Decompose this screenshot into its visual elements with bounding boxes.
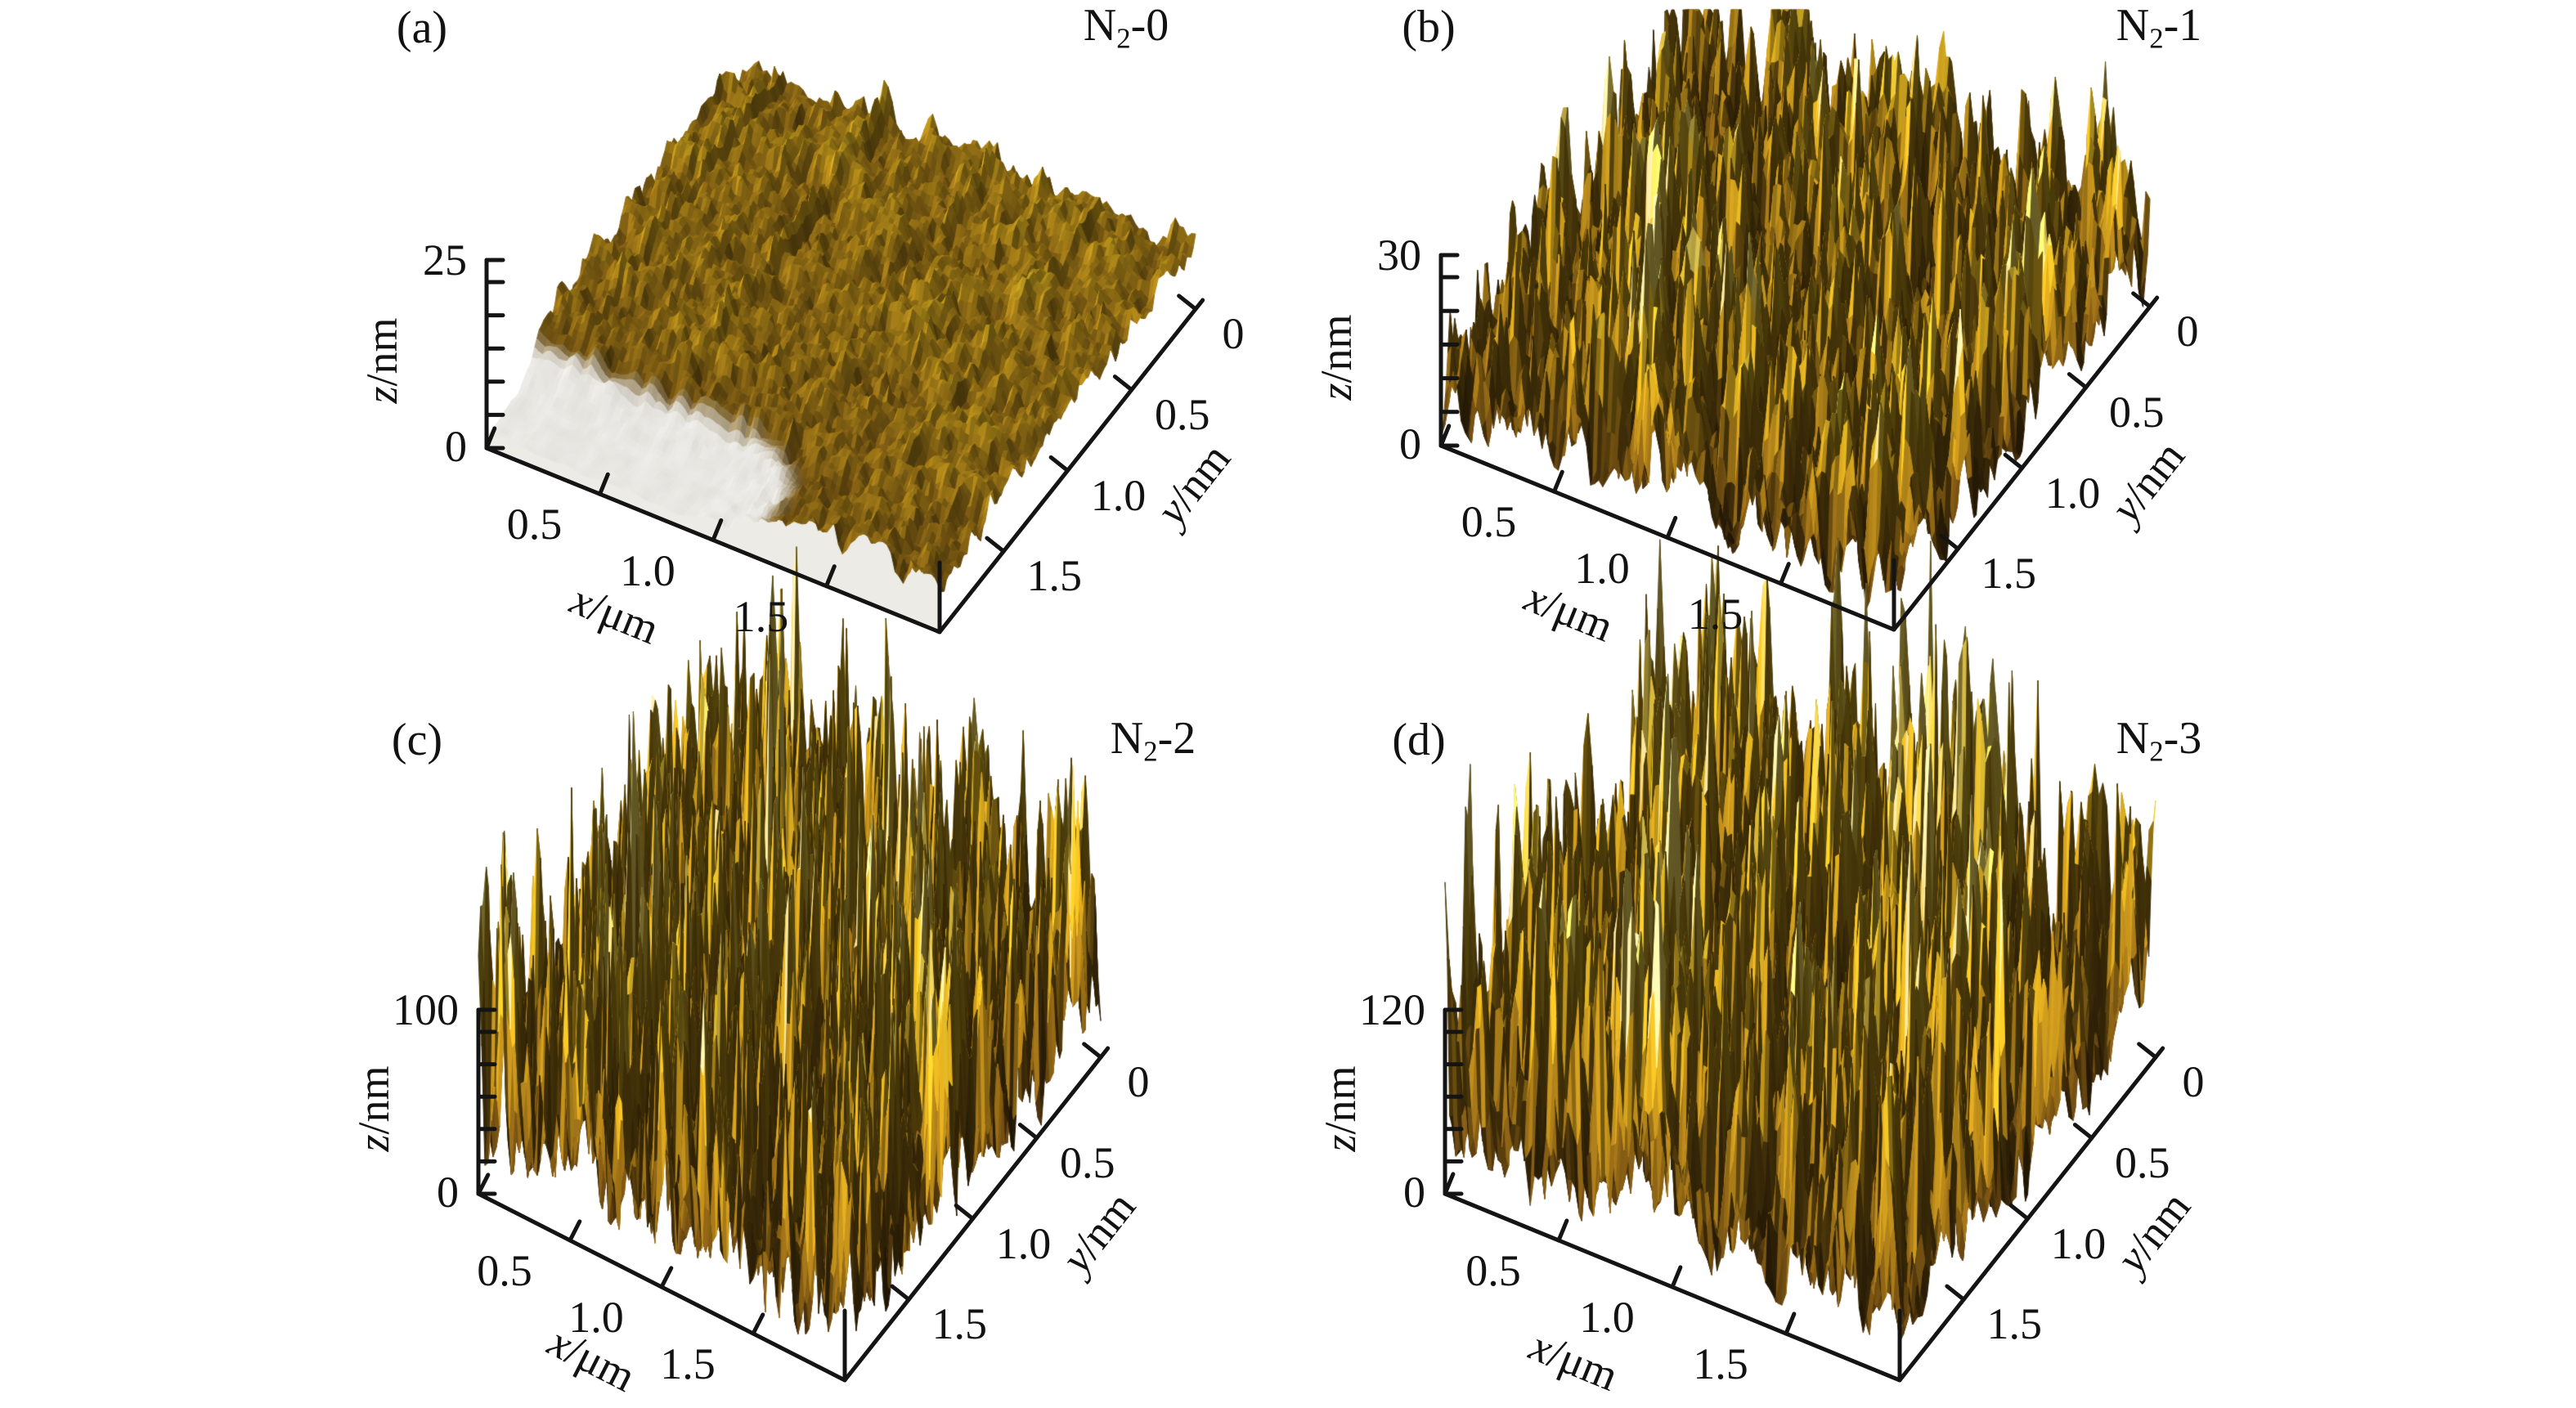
axes-panel-b (1438, 253, 2160, 632)
axes-panel-a (484, 258, 1205, 634)
axes-panel-c (476, 1007, 1111, 1383)
axes-panel-d (1443, 1007, 2165, 1383)
